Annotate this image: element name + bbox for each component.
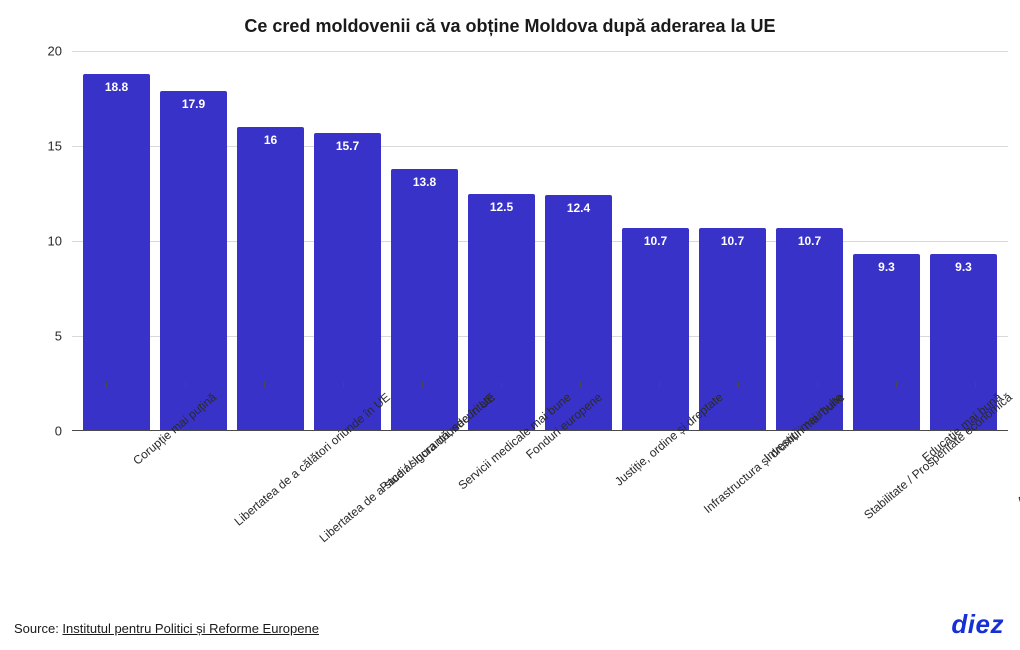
chart-container: Ce cred moldovenii că va obține Moldova … [0,0,1020,650]
bar-value-label: 17.9 [182,97,205,111]
x-tick-mark [264,382,265,388]
bar-slot: 12.5 [463,51,540,431]
x-tick-mark [817,382,818,388]
bar: 18.8 [83,74,149,431]
x-label-slot: Infrastructura și drumuri mai bune [619,382,698,582]
bar-value-label: 18.8 [105,80,128,94]
bar-slot: 9.3 [848,51,925,431]
x-label-slot: Investiții mai multe [698,382,777,582]
bar-slot: 10.7 [694,51,771,431]
x-label-slot: Libertatea de a călători oriunde în UE [145,382,224,582]
x-label-slot: Fonduri europene [461,382,540,582]
y-tick-label: 20 [12,44,72,59]
chart-title: Ce cred moldovenii că va obține Moldova … [12,16,1008,37]
x-label-slot: Educație mai bună [856,382,935,582]
x-tick-mark [896,382,897,388]
bar-value-label: 12.4 [567,201,590,215]
bar-value-label: 9.3 [878,260,895,274]
bar-value-label: 15.7 [336,139,359,153]
x-label-slot: Corupție mai puțină [66,382,145,582]
bar-slot: 15.7 [309,51,386,431]
bar-value-label: 10.7 [644,234,667,248]
x-tick-mark [738,382,739,388]
bar-value-label: 9.3 [955,260,972,274]
x-tick-mark [343,382,344,388]
bar-slot: 12.4 [540,51,617,431]
x-label-slot: Libertatea de a studia/ lucra oriunde în… [224,382,303,582]
x-label-slot: Pace / siguranță, securitate [303,382,382,582]
x-label-slot: Justiție, ordine și dreptate [540,382,619,582]
x-tick-mark [975,382,976,388]
bar-value-label: 16 [264,133,277,147]
bar-value-label: 13.8 [413,175,436,189]
source-prefix: Source: [14,621,62,636]
y-axis: 05101520 [12,51,72,431]
x-label-slot: Servicii medicale mai bune [382,382,461,582]
x-axis-labels: Corupție mai puținăLibertatea de a călăt… [60,382,1020,582]
x-tick-mark [580,382,581,388]
diez-logo: diez [951,609,1004,640]
x-axis-label: Acces la piața unică europeană [1014,390,1020,508]
plot-area: 05101520 18.817.91615.713.812.512.410.71… [12,51,1008,431]
x-tick-mark [106,382,107,388]
bars-group: 18.8 17.9 16 15.7 13.8 12.5 12.4 10.7 10.7 10.7 9.… [72,51,1008,431]
y-tick-label: 5 [12,329,72,344]
x-tick-mark [422,382,423,388]
bar-slot: 10.7 [617,51,694,431]
y-tick-label: 10 [12,234,72,249]
bar-slot: 9.3 [925,51,1002,431]
bar: 17.9 [160,91,226,431]
x-tick-mark [185,382,186,388]
x-tick-mark [501,382,502,388]
bar-slot: 16 [232,51,309,431]
x-tick-mark [659,382,660,388]
bar-value-label: 10.7 [798,234,821,248]
bar-value-label: 12.5 [490,200,513,214]
bar-slot: 10.7 [771,51,848,431]
bar-slot: 18.8 [78,51,155,431]
source-link[interactable]: Institutul pentru Politici și Reforme Eu… [62,621,319,636]
bar-value-label: 10.7 [721,234,744,248]
x-label-slot: Acces la piața unică europeană [935,382,1014,582]
bar-slot: 17.9 [155,51,232,431]
x-label-slot: Stabilitate / Prosperitate economică [777,382,856,582]
source-footer: Source: Institutul pentru Politici și Re… [14,621,319,636]
bar-slot: 13.8 [386,51,463,431]
y-tick-label: 15 [12,139,72,154]
